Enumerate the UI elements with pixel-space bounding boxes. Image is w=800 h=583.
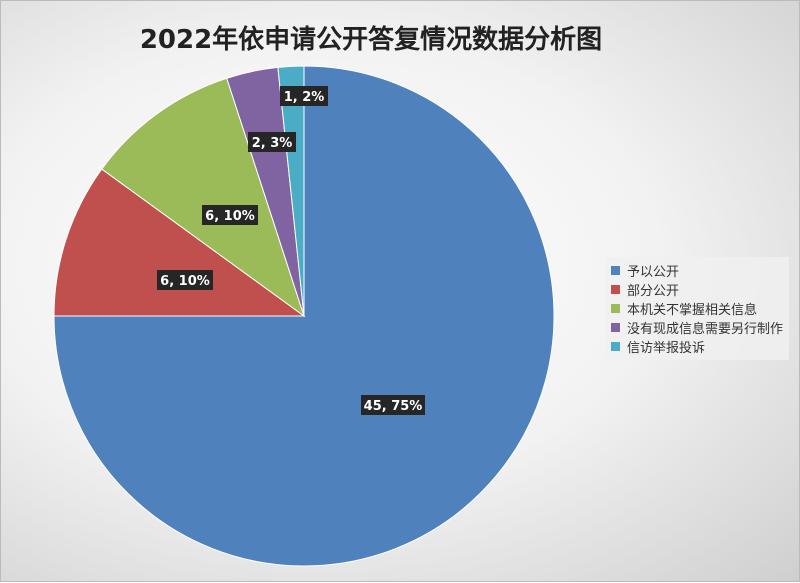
data-label-2: 6, 10% bbox=[202, 205, 258, 225]
pie-slice-1 bbox=[53, 168, 306, 317]
pie-slice-4 bbox=[277, 65, 305, 317]
legend-swatch bbox=[611, 266, 620, 275]
legend-item: 没有现成信息需要另行制作 bbox=[611, 318, 783, 337]
legend-label: 本机关不掌握相关信息 bbox=[627, 303, 758, 318]
legend-item: 本机关不掌握相关信息 bbox=[611, 299, 783, 318]
legend-label: 信访举报投诉 bbox=[627, 341, 706, 356]
legend-item: 信访举报投诉 bbox=[611, 337, 783, 356]
data-label-3: 2, 3% bbox=[248, 132, 296, 152]
legend-item: 予以公开 bbox=[611, 261, 783, 280]
pie-slice-2 bbox=[101, 77, 305, 318]
legend-label: 没有现成信息需要另行制作 bbox=[627, 322, 784, 337]
legend-label: 予以公开 bbox=[627, 265, 680, 280]
svg-text:1, 2%: 1, 2% bbox=[284, 90, 325, 105]
svg-text:2, 3%: 2, 3% bbox=[252, 136, 293, 151]
legend-label: 部分公开 bbox=[627, 284, 680, 299]
legend: 予以公开部分公开本机关不掌握相关信息没有现成信息需要另行制作 信访举报投诉 bbox=[605, 257, 790, 360]
legend-swatch bbox=[611, 285, 620, 294]
svg-text:45, 75%: 45, 75% bbox=[364, 399, 423, 414]
svg-text:6, 10%: 6, 10% bbox=[160, 274, 210, 289]
legend-swatch bbox=[611, 323, 620, 332]
legend-swatch bbox=[611, 304, 620, 313]
legend-item: 部分公开 bbox=[611, 280, 783, 299]
data-label-0: 45, 75% bbox=[361, 395, 425, 415]
svg-text:6, 10%: 6, 10% bbox=[205, 209, 255, 224]
legend-swatch bbox=[611, 342, 620, 351]
chart-title: 2022年依申请公开答复情况数据分析图 bbox=[139, 25, 603, 55]
data-label-1: 6, 10% bbox=[157, 270, 213, 290]
data-label-4: 1, 2% bbox=[280, 86, 328, 106]
